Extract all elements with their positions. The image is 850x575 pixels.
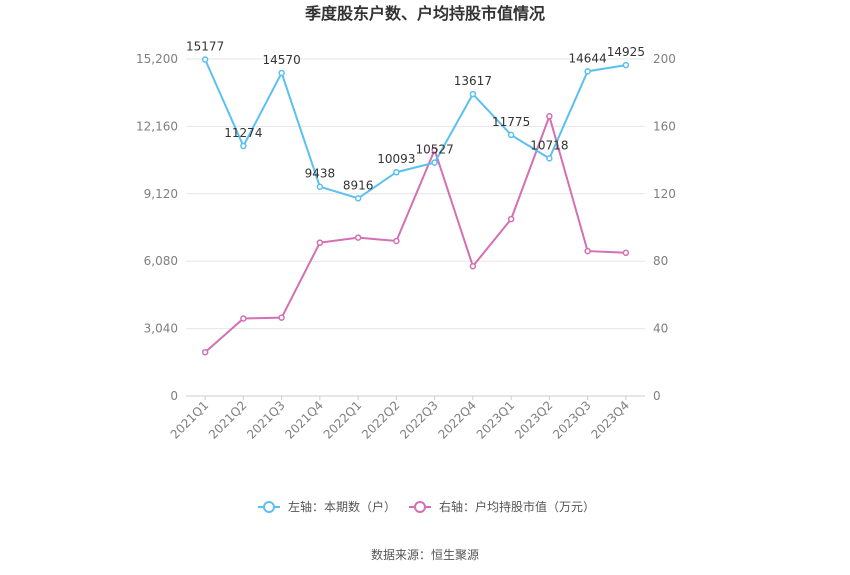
shareholder-count-point[interactable] (201, 56, 209, 63)
shareholder-count-point[interactable] (278, 69, 285, 77)
right-tick-label: 80 (653, 254, 668, 268)
avg-market-value-point[interactable] (201, 348, 209, 356)
x-tick-label: 2023Q3 (550, 398, 594, 442)
x-tick-label: 2022Q2 (359, 398, 403, 442)
right-tick-label: 40 (653, 322, 668, 336)
shareholder-count-point[interactable] (622, 61, 630, 69)
legend-right-label: 右轴：户均持股市值（万元） (439, 499, 595, 514)
series-shareholder-count (201, 56, 630, 202)
shareholder-count-point[interactable] (546, 155, 553, 162)
x-tick-label: 2022Q1 (321, 398, 365, 442)
series-avg-market-value (201, 113, 630, 356)
chart-title: 季度股东户数、户均持股市值情况 (304, 4, 545, 23)
legend-item-left[interactable]: 左轴：本期数（户） (258, 499, 396, 514)
data-label: 8916 (343, 178, 374, 192)
x-tick-label: 2021Q4 (282, 398, 326, 442)
data-label: 14925 (607, 45, 645, 59)
source-note: 数据来源：恒生聚源 (371, 547, 479, 562)
shareholder-count-point[interactable] (393, 168, 400, 176)
shareholder-count-point[interactable] (507, 131, 515, 139)
x-tick-label: 2023Q2 (512, 398, 556, 442)
avg-market-value-point[interactable] (240, 315, 247, 322)
avg-market-value-point[interactable] (354, 234, 362, 241)
avg-market-value-point[interactable] (316, 239, 324, 246)
left-tick-label: 6,080 (144, 254, 178, 268)
data-label: 10093 (377, 152, 415, 166)
avg-market-value-point[interactable] (507, 215, 515, 223)
left-tick-label: 15,200 (136, 52, 178, 66)
shareholder-count-point[interactable] (240, 142, 247, 150)
left-tick-label: 0 (170, 389, 178, 403)
avg-market-value-point[interactable] (278, 314, 285, 321)
shareholder-count-point[interactable] (316, 183, 324, 190)
shareholder-count-point[interactable] (469, 90, 477, 98)
avg-market-value-point[interactable] (622, 249, 630, 257)
x-tick-label: 2023Q1 (474, 398, 518, 442)
x-tick-label: 2021Q2 (206, 398, 250, 442)
data-label: 15177 (186, 40, 224, 54)
avg-market-value-point[interactable] (584, 247, 591, 255)
x-tick-label: 2022Q3 (397, 398, 441, 442)
shareholder-count-point[interactable] (354, 195, 362, 202)
data-label: 13617 (454, 74, 492, 88)
x-tick-label: 2021Q1 (168, 398, 212, 442)
x-tick-label: 2023Q4 (588, 398, 632, 442)
right-tick-label: 200 (653, 52, 676, 66)
avg-market-value-point[interactable] (393, 237, 400, 245)
x-tick-label: 2022Q4 (435, 398, 479, 442)
x-axis-ticks: 2021Q12021Q22021Q32021Q42022Q12022Q22022… (168, 396, 632, 442)
data-label: 10527 (416, 143, 454, 157)
shareholder-count-point[interactable] (431, 159, 438, 166)
data-label: 14644 (569, 51, 607, 65)
x-tick-label: 2021Q3 (244, 398, 288, 442)
right-tick-label: 160 (653, 119, 676, 133)
right-tick-label: 0 (653, 389, 661, 403)
data-label: 11274 (224, 126, 262, 140)
avg-market-value-point[interactable] (546, 113, 553, 120)
right-axis-ticks: 0 40 80 120 160 200 (653, 52, 676, 403)
legend-right-marker (414, 501, 426, 513)
series-line (204, 59, 627, 200)
right-tick-label: 120 (653, 187, 676, 201)
data-label: 9438 (305, 167, 336, 181)
legend-left-label: 左轴：本期数（户） (288, 499, 396, 514)
legend-item-right[interactable]: 右轴：户均持股市值（万元） (409, 499, 595, 514)
series-line (204, 113, 626, 353)
left-tick-label: 3,040 (144, 322, 178, 336)
left-axis-ticks: 0 3,040 6,080 9,120 12,160 15,200 (136, 52, 178, 403)
shareholder-count-point[interactable] (584, 68, 591, 75)
avg-market-value-point[interactable] (431, 146, 438, 154)
grid-lines (186, 58, 645, 397)
data-label: 10718 (530, 138, 568, 152)
avg-market-value-point[interactable] (469, 263, 477, 270)
data-label: 14570 (263, 53, 301, 67)
legend: 左轴：本期数（户） 右轴：户均持股市值（万元） (258, 499, 595, 514)
left-tick-label: 9,120 (144, 187, 178, 201)
data-label: 11775 (492, 115, 530, 129)
left-tick-label: 12,160 (136, 119, 178, 133)
legend-left-marker (263, 501, 275, 513)
